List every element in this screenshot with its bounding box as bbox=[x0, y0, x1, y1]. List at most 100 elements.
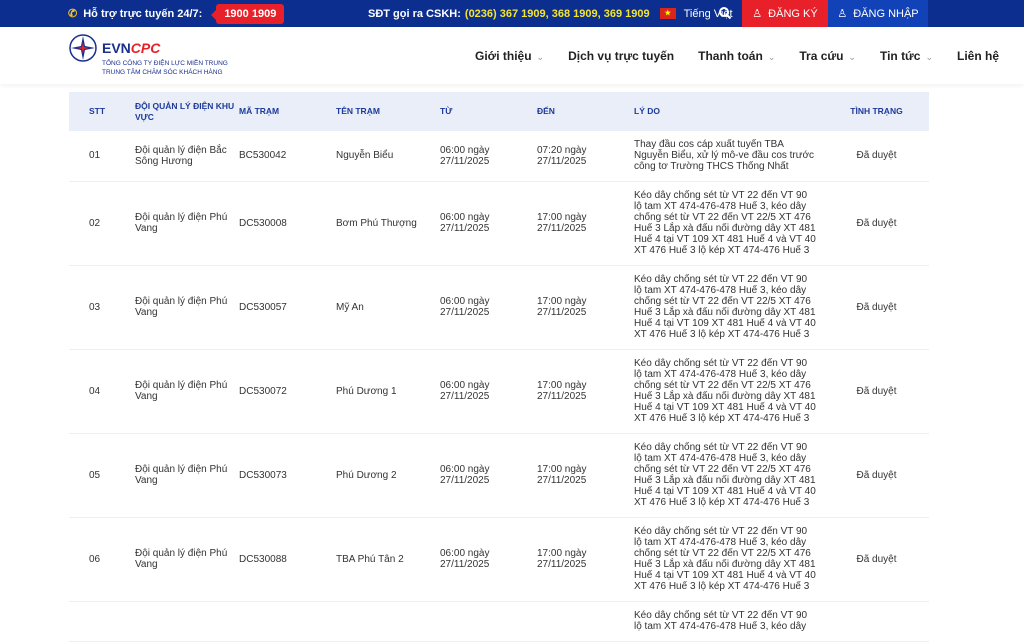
main-nav: Giới thiệu ⌄ Dịch vụ trực tuyến Thanh toá… bbox=[475, 27, 999, 84]
table-cell: Đã duyệt bbox=[824, 517, 929, 602]
table-row: Kéo dây chống sét từ VT 22 đến VT 90 lộ … bbox=[69, 601, 929, 642]
table-cell: 17:00 ngày 27/11/2025 bbox=[537, 181, 634, 266]
table-cell: Đội quản lý điện Phú Vang bbox=[135, 433, 239, 518]
hotline-badge[interactable]: 1900 1909 bbox=[211, 3, 285, 24]
nav-tin-tuc[interactable]: Tin tức ⌄ bbox=[879, 48, 933, 63]
table-cell bbox=[537, 601, 634, 642]
user-icon: ♙ bbox=[837, 8, 848, 20]
table-row: 01 Đội quản lý điện Bắc Sông Hương BC53004… bbox=[69, 131, 929, 182]
table-cell: DC530088 bbox=[239, 517, 336, 602]
vietnam-flag-icon bbox=[659, 8, 676, 19]
table-cell: Nguyễn Biểu bbox=[336, 131, 440, 182]
phone-icon: ✆ bbox=[68, 8, 78, 20]
table-cell: 04 bbox=[69, 349, 135, 434]
nav-tra-cuu[interactable]: Tra cứu ⌄ bbox=[799, 48, 856, 63]
table-cell: 17:00 ngày 27/11/2025 bbox=[537, 433, 634, 518]
column-header: ĐỘI QUẢN LÝ ĐIỆN KHU VỰC bbox=[135, 92, 239, 131]
chevron-down-icon: ⌄ bbox=[925, 51, 933, 62]
table-cell: 03 bbox=[69, 265, 135, 350]
cskh-label: SĐT gọi ra CSKH: bbox=[368, 7, 461, 20]
table-cell: Kéo dây chống sét từ VT 22 đến VT 90 lộ … bbox=[634, 601, 824, 642]
table-cell: Đã duyệt bbox=[824, 433, 929, 518]
table-row: 04 Đội quản lý điện Phú Vang DC530072 Phú D… bbox=[69, 349, 929, 434]
center-line: TRUNG TÂM CHĂM SÓC KHÁCH HÀNG bbox=[102, 69, 223, 76]
column-header: TỪ bbox=[440, 92, 537, 131]
column-header: TÌNH TRẠNG bbox=[824, 92, 929, 131]
chevron-down-icon: ⌄ bbox=[536, 51, 545, 62]
table-cell bbox=[69, 601, 135, 642]
table-row: 05 Đội quản lý điện Phú Vang DC530073 Phú D… bbox=[69, 433, 929, 518]
table-cell: DC530008 bbox=[239, 181, 336, 266]
table-cell: Kéo dây chống sét từ VT 22 đến VT 90 lộ … bbox=[634, 349, 824, 434]
table-cell: BC530042 bbox=[239, 131, 336, 182]
table-cell: 06:00 ngày 27/11/2025 bbox=[440, 433, 537, 518]
table-cell: 17:00 ngày 27/11/2025 bbox=[537, 517, 634, 602]
register-button[interactable]: ♙ ĐĂNG KÝ bbox=[742, 0, 828, 27]
brand-name: EVNCPC bbox=[102, 40, 161, 56]
register-label: ĐĂNG KÝ bbox=[768, 7, 818, 20]
table-cell: Bơm Phú Thượng bbox=[336, 181, 440, 266]
table-cell: Đội quản lý điện Bắc Sông Hương bbox=[135, 131, 239, 182]
support-label: Hỗ trợ trực tuyến 24/7: bbox=[83, 7, 203, 20]
table-row: 03 Đội quản lý điện Phú Vang DC530057 Mỹ An… bbox=[69, 265, 929, 350]
table-cell: 05 bbox=[69, 433, 135, 518]
table-cell: Phú Dương 2 bbox=[336, 433, 440, 518]
table-cell: 17:00 ngày 27/11/2025 bbox=[537, 349, 634, 434]
table-cell: 17:00 ngày 27/11/2025 bbox=[537, 265, 634, 350]
table-row: 06 Đội quản lý điện Phú Vang DC530088 TBA P… bbox=[69, 517, 929, 602]
table-cell: Kéo dây chống sét từ VT 22 đến VT 90 lộ … bbox=[634, 517, 824, 602]
nav-gioi-thieu[interactable]: Giới thiệu ⌄ bbox=[475, 48, 545, 63]
column-header: LÝ DO bbox=[634, 92, 824, 131]
column-header: ĐẾN bbox=[537, 92, 634, 131]
company-line: TỔNG CÔNG TY ĐIỆN LỰC MIỀN TRUNG bbox=[102, 60, 228, 67]
table-cell: 06:00 ngày 27/11/2025 bbox=[440, 181, 537, 266]
table-cell: 06 bbox=[69, 517, 135, 602]
login-label: ĐĂNG NHẬP bbox=[853, 7, 919, 20]
outage-table: STT ĐỘI QUẢN LÝ ĐIỆN KHU VỰC MÃ TRẠM TÊN TR… bbox=[69, 92, 929, 642]
table-cell: 01 bbox=[69, 131, 135, 182]
table-cell bbox=[135, 601, 239, 642]
table-cell: Phú Dương 1 bbox=[336, 349, 440, 434]
table-cell: Đội quản lý điện Phú Vang bbox=[135, 517, 239, 602]
table-cell bbox=[824, 601, 929, 642]
table-cell: Mỹ An bbox=[336, 265, 440, 350]
table-cell: 06:00 ngày 27/11/2025 bbox=[440, 517, 537, 602]
table-cell: Đội quản lý điện Phú Vang bbox=[135, 349, 239, 434]
table-cell: Đã duyệt bbox=[824, 131, 929, 182]
nav-dich-vu[interactable]: Dịch vụ trực tuyến bbox=[568, 48, 675, 63]
table-cell: 02 bbox=[69, 181, 135, 266]
table-cell: Đã duyệt bbox=[824, 349, 929, 434]
login-button[interactable]: ♙ ĐĂNG NHẬP bbox=[828, 0, 928, 27]
table-cell: 06:00 ngày 27/11/2025 bbox=[440, 265, 537, 350]
chevron-down-icon: ⌄ bbox=[767, 51, 776, 62]
table-cell: 06:00 ngày 27/11/2025 bbox=[440, 349, 537, 434]
table-cell: DC530057 bbox=[239, 265, 336, 350]
table-cell: Đã duyệt bbox=[824, 265, 929, 350]
table-cell: TBA Phú Tân 2 bbox=[336, 517, 440, 602]
column-header: TÊN TRẠM bbox=[336, 92, 440, 131]
nav-lien-he[interactable]: Liên hệ bbox=[956, 48, 999, 63]
chevron-down-icon: ⌄ bbox=[848, 51, 856, 62]
table-cell: DC530072 bbox=[239, 349, 336, 434]
table-cell: 06:00 ngày 27/11/2025 bbox=[440, 131, 537, 182]
search-icon[interactable] bbox=[718, 6, 732, 20]
table-row: 02 Đội quản lý điện Phú Vang DC530008 Bơm P… bbox=[69, 181, 929, 266]
table-cell: Đã duyệt bbox=[824, 181, 929, 266]
table-cell bbox=[440, 601, 537, 642]
table-cell: Kéo dây chống sét từ VT 22 đến VT 90 lộ … bbox=[634, 433, 824, 518]
nav-thanh-toan[interactable]: Thanh toán ⌄ bbox=[698, 48, 776, 63]
table-cell: Đội quản lý điện Phú Vang bbox=[135, 181, 239, 266]
cskh-numbers: (0236) 367 1909, 368 1909, 369 1909 bbox=[464, 7, 650, 20]
column-header: MÃ TRẠM bbox=[239, 92, 336, 131]
table-cell bbox=[336, 601, 440, 642]
table-cell: Đội quản lý điện Phú Vang bbox=[135, 265, 239, 350]
table-cell: Thay đầu cos cáp xuất tuyến TBA Nguyễn B… bbox=[634, 131, 824, 182]
table-cell: Kéo dây chống sét từ VT 22 đến VT 90 lộ … bbox=[634, 265, 824, 350]
table-cell bbox=[239, 601, 336, 642]
user-icon: ♙ bbox=[752, 8, 763, 20]
evn-logo-icon bbox=[69, 34, 97, 62]
site-header: EVNCPC TỔNG CÔNG TY ĐIỆN LỰC MIỀN TRUNG T… bbox=[0, 27, 1024, 84]
table-cell: DC530073 bbox=[239, 433, 336, 518]
logo[interactable]: EVNCPC TỔNG CÔNG TY ĐIỆN LỰC MIỀN TRUNG T… bbox=[68, 33, 228, 77]
top-bar: ✆ Hỗ trợ trực tuyến 24/7: 1900 1909 SĐT … bbox=[0, 0, 1024, 27]
